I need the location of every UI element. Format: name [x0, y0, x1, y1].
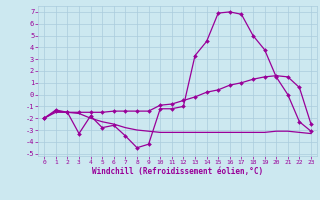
X-axis label: Windchill (Refroidissement éolien,°C): Windchill (Refroidissement éolien,°C) [92, 167, 263, 176]
